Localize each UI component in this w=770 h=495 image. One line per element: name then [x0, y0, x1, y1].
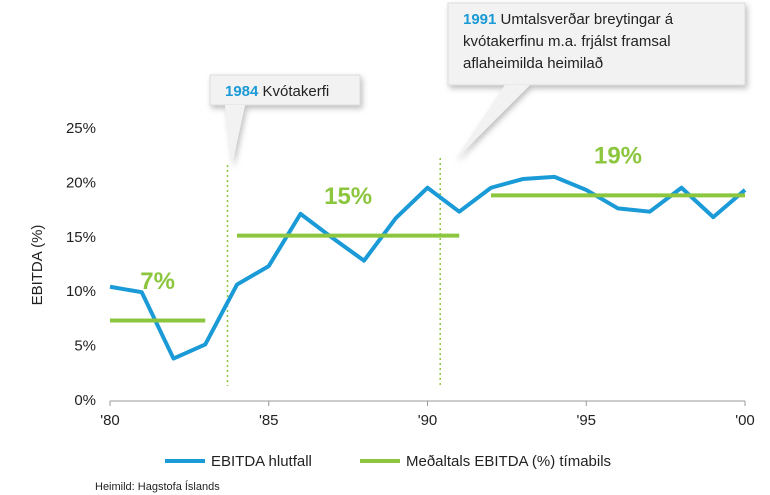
x-tick-label: '95: [576, 412, 596, 429]
callout-text: 1991 Umtalsverðar breytingar á: [463, 11, 674, 28]
legend-label: EBITDA hlutfall: [211, 453, 312, 470]
x-tick-label: '85: [259, 412, 279, 429]
average-label: 19%: [594, 143, 642, 170]
callout-line: Kvótakerfi: [263, 83, 330, 100]
callout-text: kvótakerfinu m.a. frjálst framsal: [463, 33, 671, 50]
x-tick-label: '90: [418, 412, 438, 429]
average-label: 15%: [324, 183, 372, 210]
x-tick-label: '80: [100, 412, 120, 429]
y-tick-label: 10%: [66, 283, 96, 300]
callout-year: 1984: [225, 83, 259, 100]
callout-year: 1991: [463, 11, 496, 28]
callout-tail: [455, 85, 530, 160]
average-label: 7%: [140, 268, 175, 295]
callout-line: kvótakerfinu m.a. frjálst framsal: [463, 33, 671, 50]
y-tick-label: 15%: [66, 229, 96, 246]
callout-box: [447, 2, 746, 86]
x-tick-label: '00: [735, 412, 755, 429]
y-tick-label: 5%: [74, 338, 96, 355]
legend-label: Meðaltals EBITDA (%) tímabils: [406, 453, 611, 470]
callout-line: aflaheimilda heimilað: [463, 55, 603, 72]
callout-text: 1984 Kvótakerfi: [225, 83, 329, 100]
y-tick-label: 25%: [66, 120, 96, 137]
callout-box: [209, 74, 361, 106]
y-axis-label: EBITDA (%): [29, 225, 46, 306]
callout: [209, 74, 361, 165]
data-line: [109, 174, 747, 361]
callout: [447, 2, 746, 160]
callout-text: aflaheimilda heimilað: [463, 55, 603, 72]
callout-tail: [225, 105, 245, 165]
y-tick-label: 20%: [66, 174, 96, 191]
y-tick-label: 0%: [74, 392, 96, 409]
callout-line: Umtalsverðar breytingar á: [501, 11, 674, 28]
source: Heimild: Hagstofa Íslands: [95, 480, 220, 493]
